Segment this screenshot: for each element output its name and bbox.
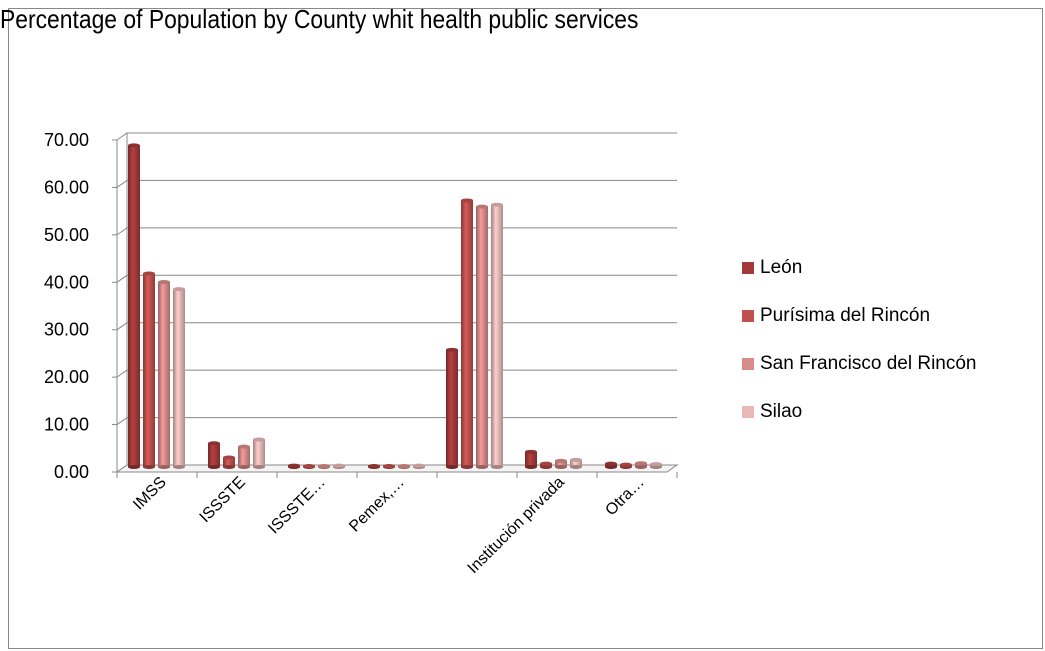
x-tick-label: IMSS xyxy=(130,474,170,514)
y-tick-label: 50.00 xyxy=(44,225,89,245)
x-tick-label: ISSSTE xyxy=(197,474,249,526)
x-tick-label: Institución privada xyxy=(465,474,568,577)
y-tick-label: 70.00 xyxy=(44,130,89,150)
y-tick-label: 10.00 xyxy=(44,415,89,435)
bar-silao-5 xyxy=(570,457,582,469)
bar-silao-6 xyxy=(650,462,662,469)
bar-pur-sima-del-rinc-n-2 xyxy=(303,464,315,469)
bar-san-francisco-del-rinc-n-4 xyxy=(476,204,488,469)
bar-silao-0 xyxy=(173,287,185,469)
bar-pur-sima-del-rinc-n-4 xyxy=(461,198,473,469)
x-tick-label: ISSSTE… xyxy=(265,474,329,538)
y-tick-label: 20.00 xyxy=(44,367,89,387)
bar-le-n-4 xyxy=(446,347,458,469)
bar-san-francisco-del-rinc-n-1 xyxy=(238,444,250,469)
bar-silao-2 xyxy=(333,463,345,469)
bar-pur-sima-del-rinc-n-1 xyxy=(223,455,235,469)
bar-le-n-2 xyxy=(288,463,300,469)
y-tick-label: 40.00 xyxy=(44,272,89,292)
legend-item-silao: Silao xyxy=(742,388,977,436)
gridline xyxy=(116,179,677,188)
y-tick-label: 30.00 xyxy=(44,320,89,340)
gridline xyxy=(116,322,677,331)
legend-label: León xyxy=(760,257,803,278)
y-tick-label: 0.00 xyxy=(54,462,89,482)
legend-item-san-francisco: San Francisco del Rincón xyxy=(742,340,977,388)
bar-san-francisco-del-rinc-n-3 xyxy=(398,464,410,469)
bar-le-n-1 xyxy=(208,441,220,469)
axes xyxy=(112,133,679,478)
gridline xyxy=(116,132,677,141)
x-tick-label: Pemex,… xyxy=(346,474,408,536)
legend-swatch xyxy=(742,310,754,322)
bar-le-n-5 xyxy=(525,449,537,469)
bar-silao-4 xyxy=(491,202,503,469)
bars xyxy=(128,143,662,469)
legend-swatch xyxy=(742,406,754,418)
legend-label: Purísima del Rincón xyxy=(760,305,931,326)
gridlines xyxy=(116,132,677,473)
x-axis-floor xyxy=(115,464,679,473)
legend-label: Silao xyxy=(760,401,803,422)
bar-pur-sima-del-rinc-n-6 xyxy=(620,462,632,469)
bar-le-n-6 xyxy=(605,461,617,469)
legend-item-purisima: Purísima del Rincón xyxy=(742,292,977,340)
gridline xyxy=(116,227,677,236)
gridline xyxy=(116,369,677,378)
gridline xyxy=(116,274,677,283)
legend-swatch xyxy=(742,262,754,274)
legend: León Purísima del Rincón San Francisco d… xyxy=(742,244,977,436)
bar-san-francisco-del-rinc-n-2 xyxy=(318,464,330,469)
bar-san-francisco-del-rinc-n-6 xyxy=(635,461,647,469)
bar-san-francisco-del-rinc-n-0 xyxy=(158,280,170,469)
x-tick-labels: IMSS ISSSTE ISSSTE… Pemex,… Institución priv… xyxy=(130,474,648,577)
bar-san-francisco-del-rinc-n-5 xyxy=(555,458,567,469)
chart-title: Percentage of Population by County whit … xyxy=(0,4,639,34)
bar-le-n-3 xyxy=(368,464,380,469)
gridline xyxy=(116,417,677,425)
legend-label: San Francisco del Rincón xyxy=(760,353,977,374)
bar-pur-sima-del-rinc-n-3 xyxy=(383,464,395,469)
y-tick-labels: 0.00 10.00 20.00 30.00 40.00 50.00 60.00 70.00 xyxy=(44,130,89,482)
bar-silao-1 xyxy=(253,437,265,469)
bar-pur-sima-del-rinc-n-5 xyxy=(540,461,552,469)
y-tick-label: 60.00 xyxy=(44,177,89,197)
legend-item-leon: León xyxy=(742,244,977,292)
legend-swatch xyxy=(742,358,754,370)
bar-pur-sima-del-rinc-n-0 xyxy=(143,271,155,469)
x-tick-label: Otra… xyxy=(602,474,647,519)
bar-le-n-0 xyxy=(128,143,140,469)
bar-silao-3 xyxy=(413,463,425,469)
